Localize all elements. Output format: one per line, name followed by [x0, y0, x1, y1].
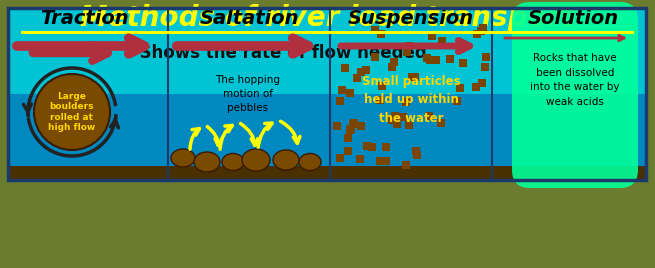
Bar	[478, 79, 486, 87]
Bar	[350, 119, 358, 127]
Text: The hopping
motion of
pebbles: The hopping motion of pebbles	[215, 75, 280, 113]
Bar	[477, 27, 485, 35]
Bar	[356, 155, 364, 163]
Bar	[345, 147, 352, 155]
Bar	[388, 62, 396, 70]
Bar	[400, 113, 407, 121]
Bar	[405, 121, 413, 129]
Text: Large
boulders
rolled at
high flow: Large boulders rolled at high flow	[48, 92, 96, 132]
Bar	[481, 63, 489, 71]
Bar	[8, 94, 646, 180]
Bar	[482, 53, 491, 61]
Bar	[425, 112, 433, 120]
Bar	[336, 154, 344, 162]
Bar	[403, 47, 411, 55]
Bar	[474, 30, 481, 38]
Bar	[479, 24, 487, 32]
Bar	[408, 73, 416, 81]
Ellipse shape	[299, 154, 321, 170]
Bar	[376, 96, 384, 104]
Bar	[423, 54, 431, 62]
Ellipse shape	[273, 150, 299, 170]
Bar	[453, 96, 460, 105]
Bar	[459, 59, 467, 67]
Text: Methods of river load transport: Methods of river load transport	[81, 4, 574, 32]
Bar	[336, 98, 345, 105]
Text: Saltation: Saltation	[199, 9, 299, 28]
Bar	[358, 68, 365, 76]
Text: Rocks that have
been dissolved
into the water by
weak acids: Rocks that have been dissolved into the …	[531, 53, 620, 107]
Bar	[357, 122, 365, 131]
Bar	[432, 56, 440, 64]
Bar	[375, 157, 384, 165]
FancyBboxPatch shape	[512, 2, 638, 188]
Bar	[338, 85, 346, 94]
Bar	[438, 38, 446, 46]
Bar	[8, 166, 646, 180]
Bar	[349, 120, 357, 128]
Bar	[371, 53, 379, 61]
Bar	[382, 143, 390, 151]
Bar	[346, 89, 354, 97]
Bar	[402, 161, 410, 169]
Bar	[362, 66, 370, 74]
Bar	[413, 151, 421, 159]
Bar	[377, 30, 384, 38]
Bar	[390, 58, 398, 66]
Ellipse shape	[242, 149, 270, 171]
Bar	[472, 83, 480, 91]
Bar	[382, 157, 390, 165]
Text: Solution: Solution	[527, 9, 618, 28]
Bar	[346, 125, 354, 133]
Bar	[428, 32, 436, 40]
Bar	[391, 112, 399, 120]
Bar	[341, 64, 349, 72]
Bar	[333, 122, 341, 131]
Bar	[445, 55, 453, 63]
Bar	[371, 26, 379, 34]
Bar	[346, 126, 354, 134]
Ellipse shape	[222, 154, 244, 170]
Bar	[405, 42, 413, 50]
Text: Traction: Traction	[40, 9, 128, 28]
Bar	[388, 116, 396, 124]
Bar	[352, 74, 361, 82]
Bar	[402, 98, 409, 106]
Text: Suspension: Suspension	[348, 9, 474, 28]
Bar	[411, 73, 419, 81]
Bar	[393, 120, 402, 128]
Bar	[367, 143, 376, 151]
Bar	[437, 119, 445, 127]
Ellipse shape	[171, 149, 195, 167]
Text: Small particles
held up within
the water: Small particles held up within the water	[362, 76, 460, 125]
Bar	[426, 56, 434, 64]
Ellipse shape	[194, 152, 220, 172]
Bar	[412, 147, 420, 155]
Bar	[378, 82, 386, 90]
Circle shape	[34, 74, 110, 150]
Bar	[8, 8, 646, 94]
Text: Shows the rate of flow needed: Shows the rate of flow needed	[128, 44, 427, 62]
Bar	[345, 134, 352, 142]
Bar	[363, 142, 371, 150]
Bar	[457, 84, 464, 92]
